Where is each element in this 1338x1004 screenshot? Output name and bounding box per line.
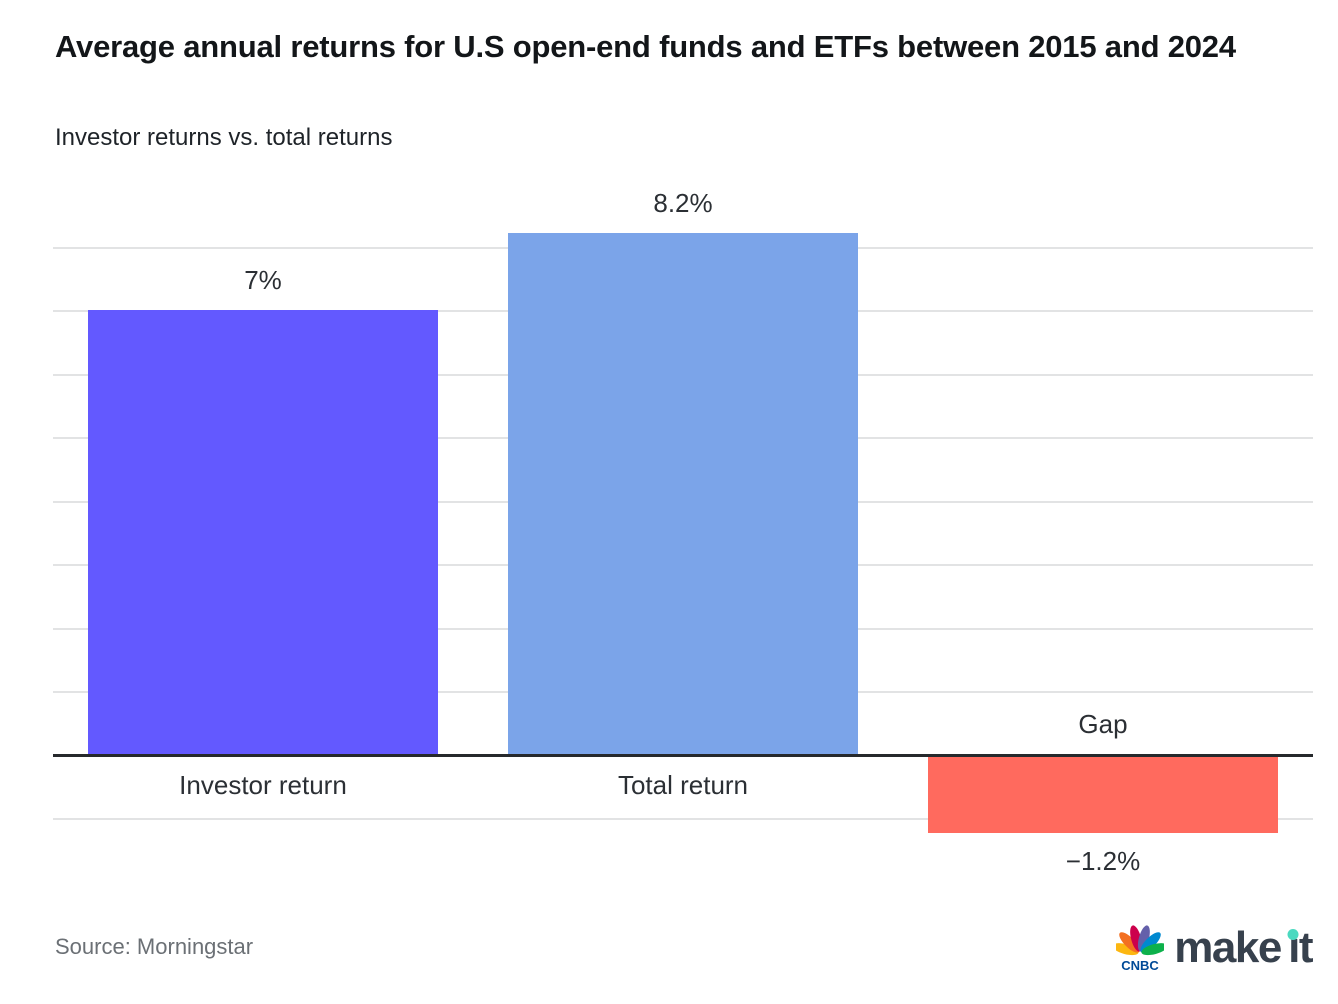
cnbc-logo-block: CNBC	[1116, 922, 1165, 972]
category-label-total-return: Total return	[617, 770, 749, 800]
peacock-feather-6	[1141, 943, 1165, 956]
bar-investor-return	[88, 309, 438, 754]
wordmark-t: t	[1298, 923, 1314, 972]
cnbc-peacock-icon: CNBC	[1116, 925, 1165, 972]
value-label-investor-return: 7%	[244, 264, 282, 295]
wordmark-i-dot	[1287, 929, 1299, 940]
category-label-gap: Gap	[1078, 709, 1128, 739]
bar-total-return	[508, 233, 858, 754]
zero-baseline	[53, 754, 1313, 757]
page-subtitle: Investor returns vs. total returns	[55, 124, 393, 151]
page-title: Average annual returns for U.S open-end …	[55, 29, 1236, 64]
wordmark-i: ı	[1287, 923, 1300, 972]
peacock-feather-1	[1116, 943, 1139, 956]
wordmark-make: make	[1174, 923, 1282, 972]
gridline--1pct	[53, 818, 1313, 820]
category-label-investor-return: Investor return	[179, 770, 347, 800]
source-note: Source: Morningstar	[55, 934, 254, 959]
cnbc-network-label: CNBC	[1121, 958, 1159, 972]
value-label-gap: −1.2%	[1065, 846, 1141, 877]
value-label-total-return: 8.2%	[653, 188, 713, 219]
peacock-feather-4	[1138, 925, 1151, 952]
bar-gap	[928, 757, 1278, 834]
